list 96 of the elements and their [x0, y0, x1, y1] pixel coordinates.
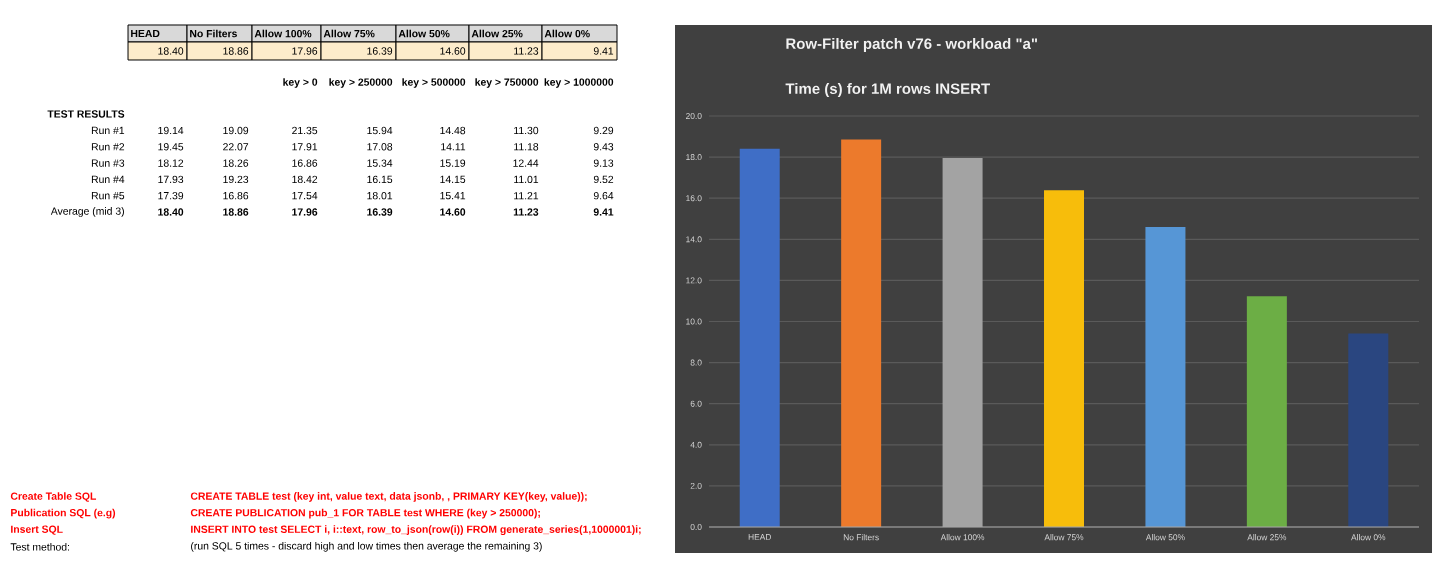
x-tick-label: Allow 100% [940, 534, 985, 541]
text: 18.86 [223, 208, 249, 216]
text: 17.54 [292, 192, 318, 200]
y-tick-label: 18.0 [686, 154, 702, 161]
text: key > 750000 [475, 78, 539, 88]
x-tick-label: Allow 25% [1247, 534, 1287, 541]
y-tick-label: 8.0 [690, 359, 702, 366]
y-tick-label: 12.0 [686, 277, 702, 284]
text: 11.23 [513, 208, 539, 216]
category-label: Allow 25% [471, 29, 523, 38]
text: 19.09 [223, 126, 249, 135]
text: Run #4 [91, 175, 125, 184]
text: 12.44 [513, 159, 539, 167]
x-tick-label: Allow 50% [1145, 534, 1185, 541]
text: 17.08 [367, 143, 393, 151]
category-label: HEAD [131, 29, 160, 38]
y-tick-label: 10.0 [686, 318, 702, 325]
text: 15.94 [367, 126, 393, 135]
x-tick-label: HEAD [748, 534, 772, 540]
text: 22.07 [223, 143, 249, 151]
text: 15.34 [367, 159, 393, 167]
text: 14.15 [440, 175, 466, 184]
text: 9.41 [593, 47, 614, 55]
text: Publication SQL (e.g) [11, 508, 116, 519]
text: 18.26 [223, 159, 249, 167]
y-tick-label: 0.0 [690, 524, 702, 530]
text: 15.19 [440, 159, 466, 167]
text: 15.41 [440, 192, 466, 200]
text: 16.39 [367, 47, 393, 55]
text: 14.48 [440, 126, 466, 135]
text: 16.39 [367, 208, 393, 216]
text: Run #2 [91, 143, 125, 151]
text: 18.42 [292, 175, 318, 184]
x-tick-label: No Filters [843, 534, 879, 541]
text: 14.60 [440, 47, 466, 55]
text: 18.01 [367, 192, 393, 200]
y-tick-label: 4.0 [690, 441, 702, 448]
x-tick-label: Allow 75% [1044, 534, 1084, 541]
category-label: Allow 100% [254, 29, 312, 38]
text: 18.40 [158, 47, 184, 55]
text: 17.93 [158, 175, 184, 184]
text: 11.21 [514, 192, 539, 200]
category-label: Allow 50% [398, 29, 450, 38]
text: 16.86 [223, 192, 249, 200]
chart-subtitle: Time (s) for 1M rows INSERT [785, 83, 990, 97]
text: 11.18 [514, 143, 539, 151]
text: 9.41 [593, 208, 614, 216]
text: TEST RESULTS [47, 110, 125, 118]
text: 9.52 [593, 175, 614, 184]
text: 17.96 [292, 208, 318, 216]
text: 19.23 [223, 175, 249, 184]
text: 9.43 [593, 143, 614, 151]
text: key > 0 [283, 78, 318, 88]
y-tick-label: 6.0 [690, 400, 702, 407]
text: 18.40 [158, 208, 184, 216]
text: 17.96 [292, 47, 318, 55]
text: 21.35 [292, 126, 318, 135]
text: 16.86 [292, 159, 318, 167]
text: 19.45 [158, 143, 184, 151]
text: 11.30 [514, 126, 539, 135]
text: 11.01 [514, 175, 539, 184]
y-tick-label: 14.0 [686, 236, 702, 243]
chart-title: Row-Filter patch v76 - workload "a" [786, 38, 1038, 52]
category-label: No Filters [190, 29, 237, 38]
text: key > 250000 [329, 78, 393, 88]
y-tick-label: 16.0 [686, 195, 702, 202]
text: CREATE PUBLICATION pub_1 FOR TABLE test WHERE (key > 250000); [190, 508, 540, 519]
text: 14.60 [440, 208, 466, 216]
text: key > 1000000 [544, 78, 614, 88]
category-label: Allow 75% [323, 29, 375, 38]
y-tick-label: 2.0 [690, 482, 702, 489]
text: 18.86 [223, 47, 249, 55]
text: Run #5 [91, 192, 125, 200]
text: INSERT INTO test SELECT i, i::text, row_to_json(row(i)) FROM generate_series(1,1000001)i; [191, 525, 641, 536]
text: 16.15 [367, 175, 393, 184]
text: Test method: [10, 542, 70, 551]
y-tick-label: 20.0 [686, 113, 702, 119]
text: 9.64 [593, 192, 614, 200]
text: Insert SQL [11, 525, 63, 535]
text: 17.39 [158, 192, 184, 200]
text: (run SQL 5 times - discard high and low times then average the remaining 3) [191, 541, 542, 552]
text: key > 500000 [402, 78, 466, 88]
text: 9.29 [593, 126, 614, 135]
text: Run #3 [91, 159, 125, 167]
text: 9.13 [593, 159, 614, 167]
text: Run #1 [91, 126, 125, 135]
text: CREATE TABLE test (key int, value text, data jsonb, , PRIMARY KEY(key, value)); [190, 492, 587, 502]
text: 17.91 [292, 143, 318, 151]
text: 14.11 [441, 143, 466, 151]
text: 11.23 [514, 47, 539, 55]
text: 19.14 [158, 126, 184, 135]
category-label: Allow 0% [544, 29, 590, 38]
text: Create Table SQL [10, 492, 97, 502]
text: 18.12 [158, 159, 184, 167]
text: Average (mid 3) [50, 207, 124, 217]
x-tick-label: Allow 0% [1351, 534, 1386, 541]
